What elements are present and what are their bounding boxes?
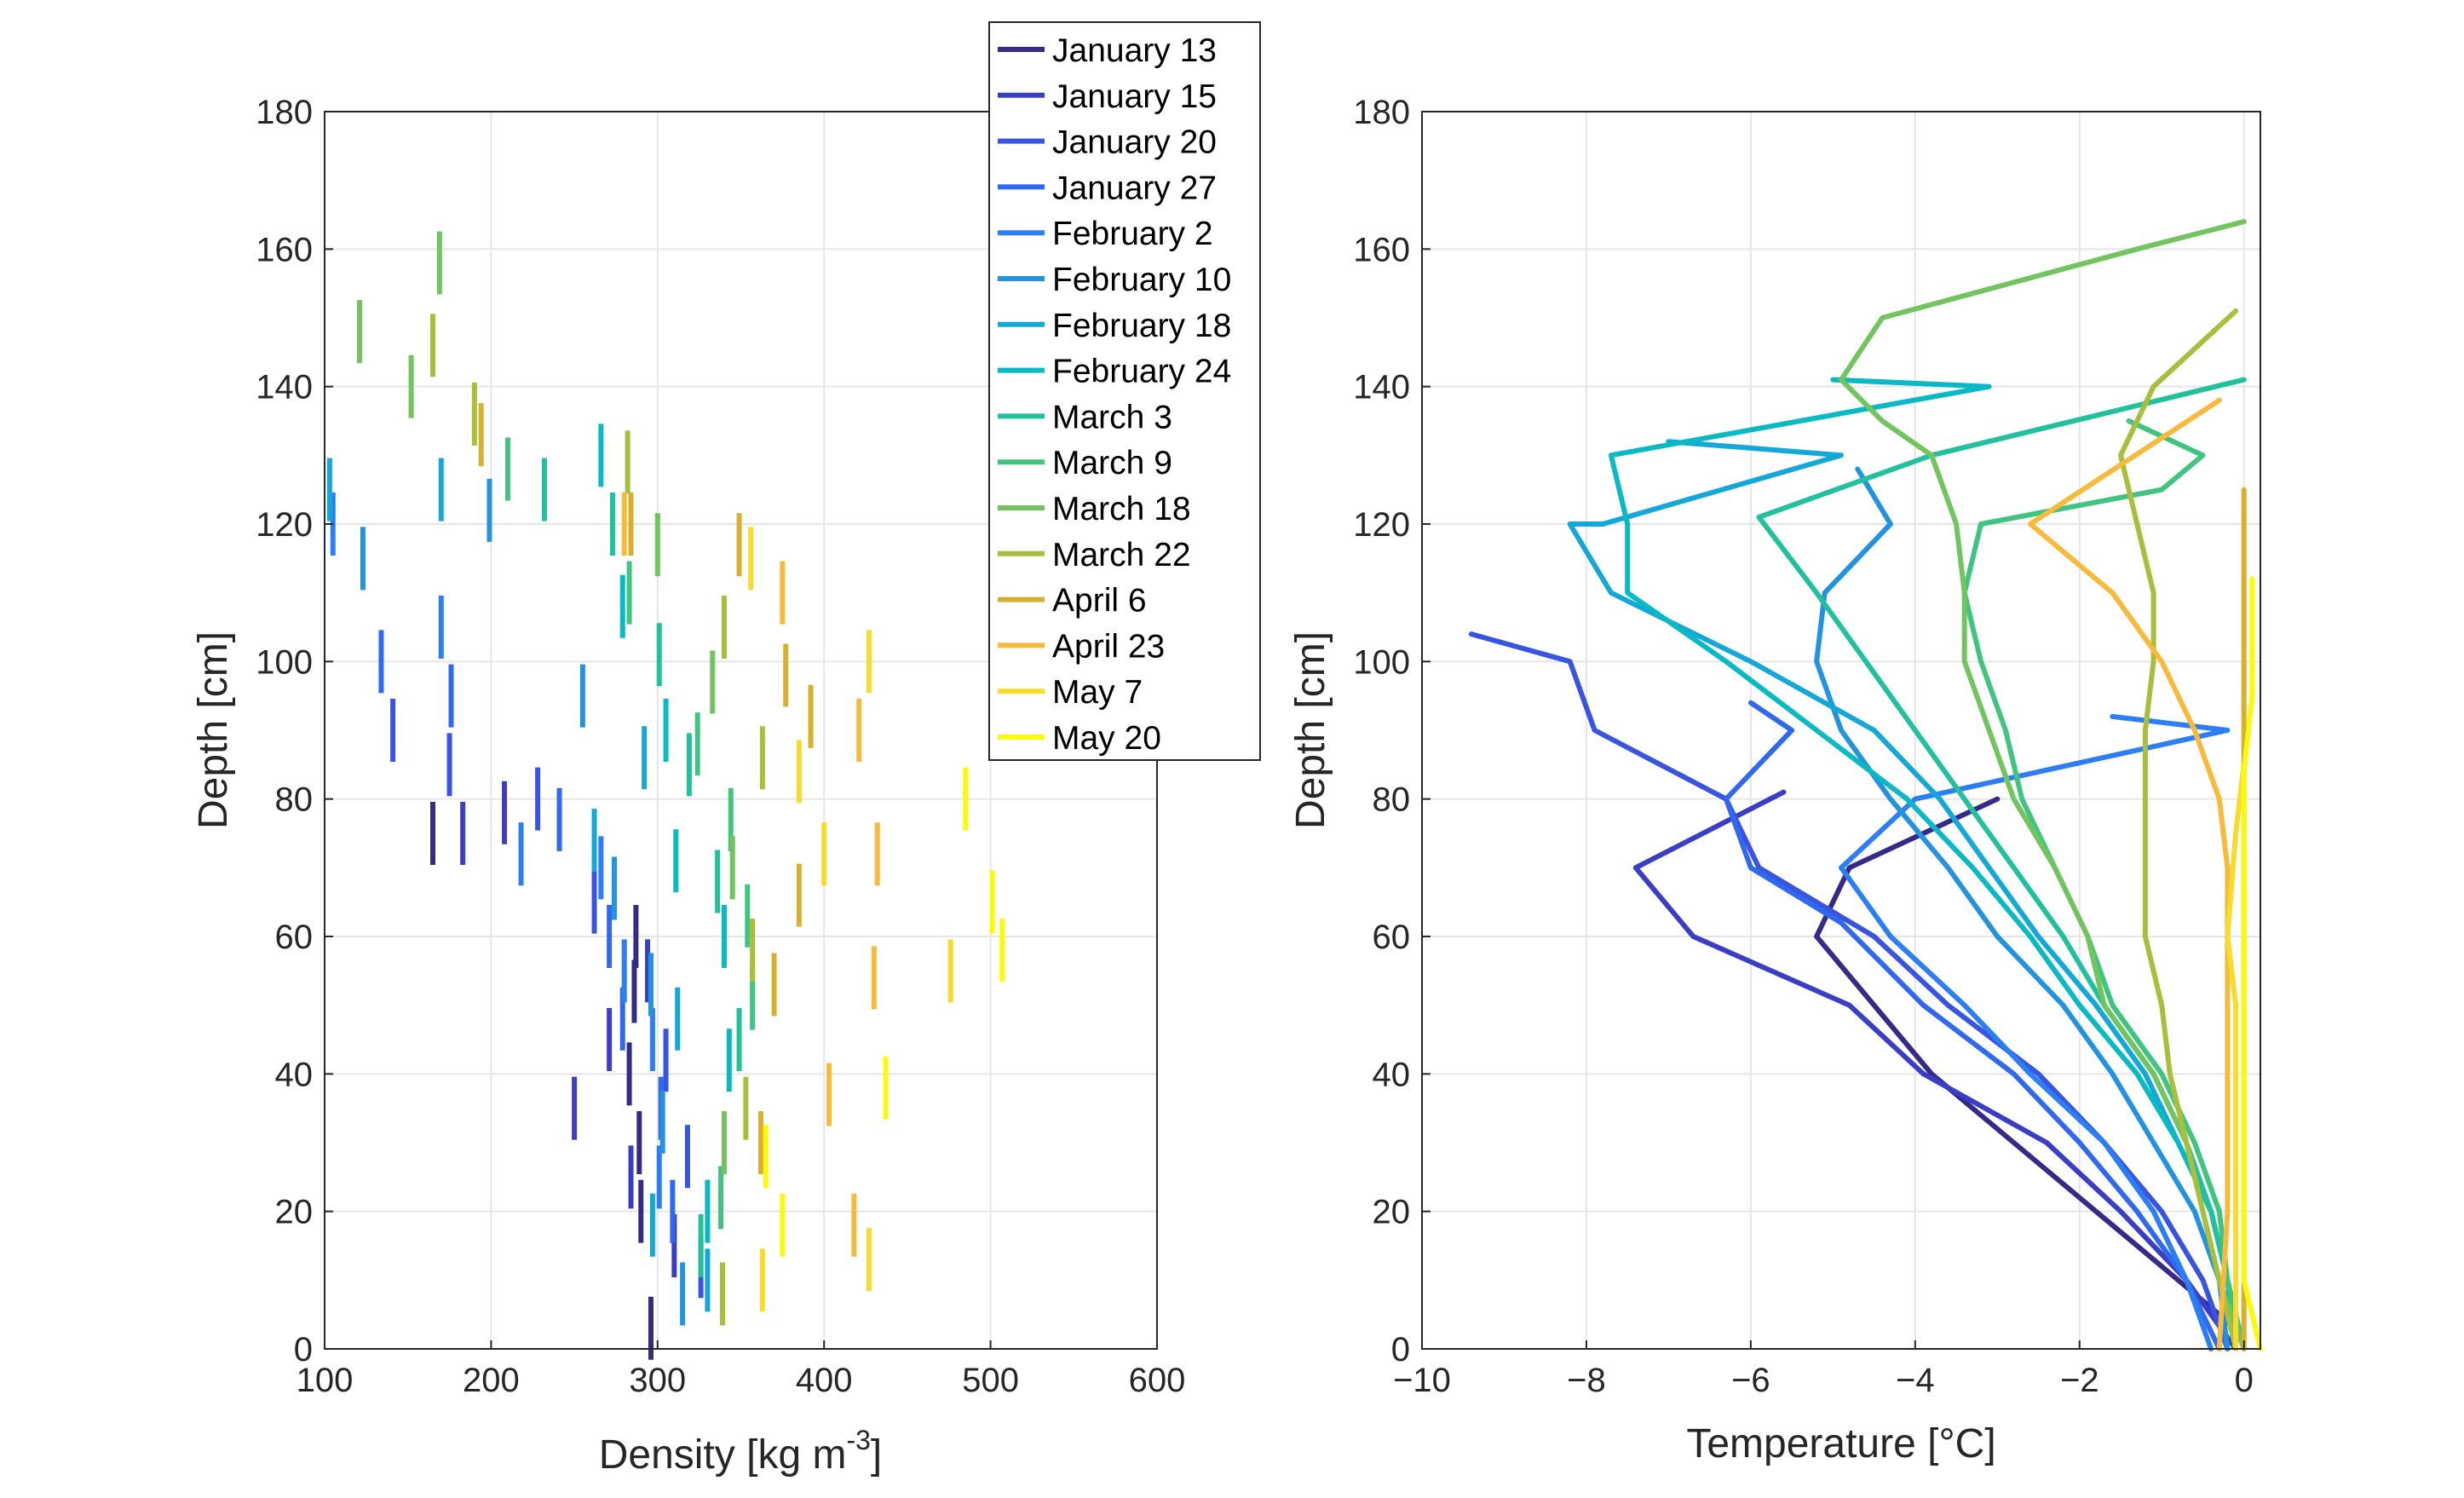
- legend-item-march-22: March 22: [998, 537, 1191, 573]
- temperature-xtick-label: −10: [1393, 1362, 1451, 1399]
- legend-label: April 6: [1052, 583, 1147, 619]
- density-y-axis-label: Depth [cm]: [191, 631, 236, 829]
- density-xtick-label: 500: [962, 1362, 1019, 1399]
- legend-item-january-15: January 15: [998, 78, 1217, 115]
- temperature-axes-box: [1421, 111, 2261, 1350]
- legend-label: January 13: [1052, 32, 1217, 69]
- density-panel: 0 20 40 60 80 100 120 140 160 180 100 200 300 400 500 6…: [191, 94, 1185, 1478]
- legend-label: February 2: [1052, 216, 1213, 252]
- legend-item-february-10: February 10: [998, 262, 1231, 298]
- temperature-ytick-label: 120: [1353, 506, 1410, 544]
- temperature-ytick-label: 20: [1373, 1194, 1411, 1231]
- legend: January 13 January 15 January 20 January 27…: [988, 21, 1261, 761]
- legend-label: March 18: [1052, 491, 1191, 527]
- temperature-line-april-23: [2027, 397, 2231, 1351]
- legend-item-january-27: January 27: [998, 170, 1217, 206]
- legend-item-april-6: April 6: [998, 583, 1147, 619]
- temperature-line-march-18: [1839, 219, 2247, 1351]
- density-ytick-label: 160: [256, 231, 313, 268]
- temperature-xtick-label: −2: [2060, 1362, 2099, 1399]
- temperature-ytick-label: 60: [1373, 919, 1411, 956]
- legend-item-january-20: January 20: [998, 124, 1217, 161]
- legend-label: February 18: [1052, 308, 1231, 344]
- density-ytick-label: 60: [275, 919, 314, 956]
- temperature-lines: [1468, 219, 2263, 1351]
- temperature-xtick-label: −4: [1896, 1362, 1935, 1399]
- density-ytick-label: 180: [256, 94, 313, 131]
- legend-label: January 20: [1052, 124, 1217, 161]
- legend-item-march-18: March 18: [998, 491, 1191, 527]
- legend-item-may-20: May 20: [998, 720, 1161, 757]
- temperature-line-january-20: [1468, 631, 2231, 1351]
- legend-label: March 3: [1052, 399, 1172, 435]
- legend-item-february-24: February 24: [998, 354, 1231, 390]
- temperature-ytick-label: 160: [1353, 231, 1410, 268]
- legend-label: February 24: [1052, 354, 1231, 390]
- legend-label: May 7: [1052, 674, 1143, 711]
- temperature-ticks: 0 20 40 60 80 100 120 140 160 180 −10 −8 −6 −4 −2 0: [1353, 94, 2254, 1399]
- temperature-line-january-15: [1632, 789, 2239, 1351]
- legend-item-february-2: February 2: [998, 216, 1213, 252]
- temperature-line-january-27: [1723, 700, 2222, 1351]
- legend-item-april-23: April 23: [998, 628, 1165, 665]
- legend-label: February 10: [1052, 262, 1231, 298]
- legend-item-january-13: January 13: [998, 32, 1217, 69]
- temperature-ytick-label: 180: [1353, 94, 1410, 131]
- density-ytick-label: 80: [275, 781, 314, 819]
- temperature-line-march-9: [1961, 418, 2247, 1351]
- legend-label: May 20: [1052, 720, 1161, 757]
- temperature-line-may-20: [2241, 576, 2263, 1351]
- density-xtick-label: 200: [463, 1362, 520, 1399]
- density-xtick-label: 400: [796, 1362, 853, 1399]
- temperature-ytick-label: 100: [1353, 643, 1410, 681]
- density-ytick-label: 100: [256, 643, 313, 681]
- density-ytick-label: 120: [256, 506, 313, 544]
- temperature-xtick-label: −6: [1731, 1362, 1770, 1399]
- legend-item-march-9: March 9: [998, 445, 1172, 481]
- density-ytick-label: 20: [275, 1194, 314, 1231]
- temperature-line-may-7: [2225, 762, 2247, 1351]
- legend-box: [988, 21, 1261, 761]
- legend-item-march-3: March 3: [998, 399, 1172, 435]
- temperature-ytick-label: 40: [1373, 1056, 1411, 1093]
- temperature-line-february-2: [1839, 713, 2231, 1351]
- temperature-panel: 0 20 40 60 80 100 120 140 160 180 −10 −8 −6 −4 −2 0 Tem…: [1288, 94, 2263, 1466]
- legend-label: April 23: [1052, 628, 1165, 665]
- temperature-xtick-label: 0: [2235, 1362, 2254, 1399]
- temperature-x-axis-label: Temperature [°C]: [1686, 1421, 1995, 1466]
- legend-label: March 9: [1052, 445, 1172, 481]
- density-ytick-label: 140: [256, 369, 313, 406]
- density-ytick-label: 0: [294, 1331, 313, 1368]
- temperature-ytick-label: 0: [1391, 1331, 1410, 1368]
- density-marks: [326, 231, 1005, 1360]
- legend-label: January 15: [1052, 78, 1217, 115]
- density-xtick-label: 100: [296, 1362, 354, 1399]
- legend-item-may-7: May 7: [998, 674, 1143, 711]
- temperature-line-january-13: [1814, 796, 2247, 1338]
- density-ytick-label: 40: [275, 1056, 314, 1093]
- density-ticks: 0 20 40 60 80 100 120 140 160 180 100 200 300 400 500 6…: [256, 94, 1185, 1399]
- temperature-line-march-3: [1756, 377, 2247, 1351]
- density-x-axis-label: Density [kg m-3]: [599, 1425, 883, 1478]
- legend-label: March 22: [1052, 537, 1191, 573]
- temperature-line-march-22: [2118, 308, 2239, 1351]
- density-xtick-label: 300: [629, 1362, 686, 1399]
- temperature-ytick-label: 80: [1373, 781, 1411, 819]
- legend-item-february-18: February 18: [998, 308, 1231, 344]
- legend-label: January 27: [1052, 170, 1217, 206]
- density-xtick-label: 600: [1129, 1362, 1186, 1399]
- temperature-xtick-label: −8: [1567, 1362, 1606, 1399]
- temperature-y-axis-label: Depth [cm]: [1288, 631, 1333, 829]
- temperature-ytick-label: 140: [1353, 369, 1410, 406]
